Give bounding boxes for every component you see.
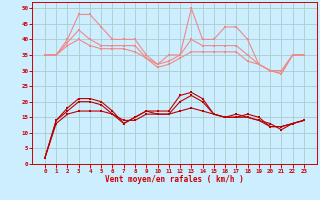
- X-axis label: Vent moyen/en rafales ( km/h ): Vent moyen/en rafales ( km/h ): [105, 175, 244, 184]
